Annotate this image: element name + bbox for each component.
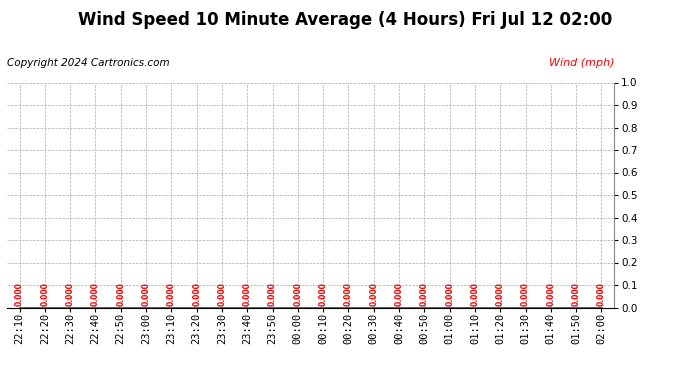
Text: 0.000: 0.000 [66, 282, 75, 306]
Text: 0.000: 0.000 [395, 282, 404, 306]
Text: 0.000: 0.000 [40, 282, 50, 306]
Text: 0.000: 0.000 [420, 282, 429, 306]
Text: 0.000: 0.000 [91, 282, 100, 306]
Text: 0.000: 0.000 [571, 282, 581, 306]
Text: 0.000: 0.000 [217, 282, 226, 306]
Text: Wind Speed 10 Minute Average (4 Hours) Fri Jul 12 02:00: Wind Speed 10 Minute Average (4 Hours) F… [78, 11, 612, 29]
Text: 0.000: 0.000 [141, 282, 150, 306]
Text: 0.000: 0.000 [344, 282, 353, 306]
Text: 0.000: 0.000 [445, 282, 454, 306]
Text: 0.000: 0.000 [293, 282, 302, 306]
Text: 0.000: 0.000 [167, 282, 176, 306]
Text: 0.000: 0.000 [546, 282, 555, 306]
Text: Wind (mph): Wind (mph) [549, 58, 614, 68]
Text: Copyright 2024 Cartronics.com: Copyright 2024 Cartronics.com [7, 58, 170, 68]
Text: 0.000: 0.000 [471, 282, 480, 306]
Text: 0.000: 0.000 [521, 282, 530, 306]
Text: 0.000: 0.000 [369, 282, 378, 306]
Text: 0.000: 0.000 [495, 282, 505, 306]
Text: 0.000: 0.000 [192, 282, 201, 306]
Text: 0.000: 0.000 [243, 282, 252, 306]
Text: 0.000: 0.000 [116, 282, 126, 306]
Text: 0.000: 0.000 [15, 282, 24, 306]
Text: 0.000: 0.000 [319, 282, 328, 306]
Text: 0.000: 0.000 [268, 282, 277, 306]
Text: 0.000: 0.000 [597, 282, 606, 306]
